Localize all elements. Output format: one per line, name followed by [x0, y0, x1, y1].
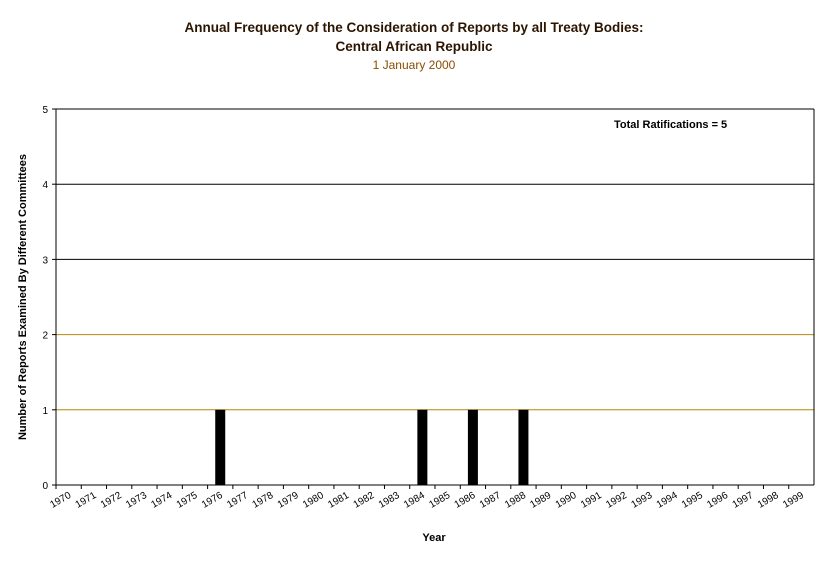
bars — [215, 409, 529, 485]
x-tick-label: 1984 — [402, 490, 427, 511]
x-tick-label: 1999 — [781, 490, 806, 511]
x-tick-label: 1973 — [124, 490, 149, 511]
bar-1988 — [518, 409, 529, 485]
x-tick-label: 1974 — [149, 490, 174, 511]
x-tick-label: 1981 — [326, 490, 351, 511]
x-tick-label: 1986 — [453, 490, 478, 511]
x-tick-label: 1971 — [74, 490, 99, 511]
x-tick-label: 1988 — [503, 490, 528, 511]
x-tick-label: 1987 — [478, 490, 503, 511]
x-tick-label: 1991 — [579, 490, 604, 511]
bar-1984 — [417, 409, 428, 485]
y-axis-label: Number of Reports Examined By Different … — [17, 154, 29, 440]
x-tick-labels: 1970 1971 1972 1973 1974 1975 1976 1977 1978 1979… — [48, 490, 806, 511]
x-tick-label: 1992 — [604, 490, 629, 511]
x-tick-label: 1990 — [554, 490, 579, 511]
x-tick-label: 1996 — [705, 490, 730, 511]
x-tick-label: 1979 — [276, 490, 301, 511]
x-tick-label: 1998 — [756, 490, 781, 511]
y-tick-label: 3 — [42, 255, 48, 266]
y-tick-labels: 0 1 2 3 4 5 — [42, 105, 48, 492]
gridlines — [56, 108, 814, 411]
x-tick-label: 1997 — [731, 490, 756, 511]
x-tick-label: 1982 — [352, 490, 377, 511]
chart-title: Annual Frequency of the Consideration of… — [184, 20, 644, 35]
x-tick-label: 1972 — [99, 490, 124, 511]
x-tick-label: 1989 — [528, 490, 553, 511]
x-tick-label: 1980 — [301, 490, 326, 511]
y-tick-label: 5 — [42, 105, 48, 116]
x-tick-label: 1985 — [427, 490, 452, 511]
y-tick-label: 0 — [42, 481, 48, 492]
x-tick-label: 1970 — [48, 490, 73, 511]
x-tick-label: 1977 — [225, 490, 250, 511]
y-tick-label: 1 — [42, 406, 48, 417]
x-tick-label: 1995 — [680, 490, 705, 511]
x-tick-label: 1994 — [655, 490, 680, 511]
x-axis-label: Year — [422, 532, 446, 544]
x-tick-label: 1976 — [200, 490, 225, 511]
x-tick-label: 1975 — [175, 490, 200, 511]
x-tick-label: 1978 — [250, 490, 275, 511]
x-tick-label: 1993 — [629, 490, 654, 511]
x-tick-label: 1983 — [377, 490, 402, 511]
bar-1976 — [215, 409, 226, 485]
y-tick-label: 4 — [42, 180, 48, 191]
y-tick-label: 2 — [42, 331, 48, 342]
total-ratifications-annotation: Total Ratifications = 5 — [614, 119, 727, 131]
chart-date: 1 January 2000 — [372, 58, 456, 72]
bar-1986 — [467, 409, 478, 485]
chart-subtitle: Central African Republic — [335, 39, 493, 54]
axes — [52, 108, 815, 489]
